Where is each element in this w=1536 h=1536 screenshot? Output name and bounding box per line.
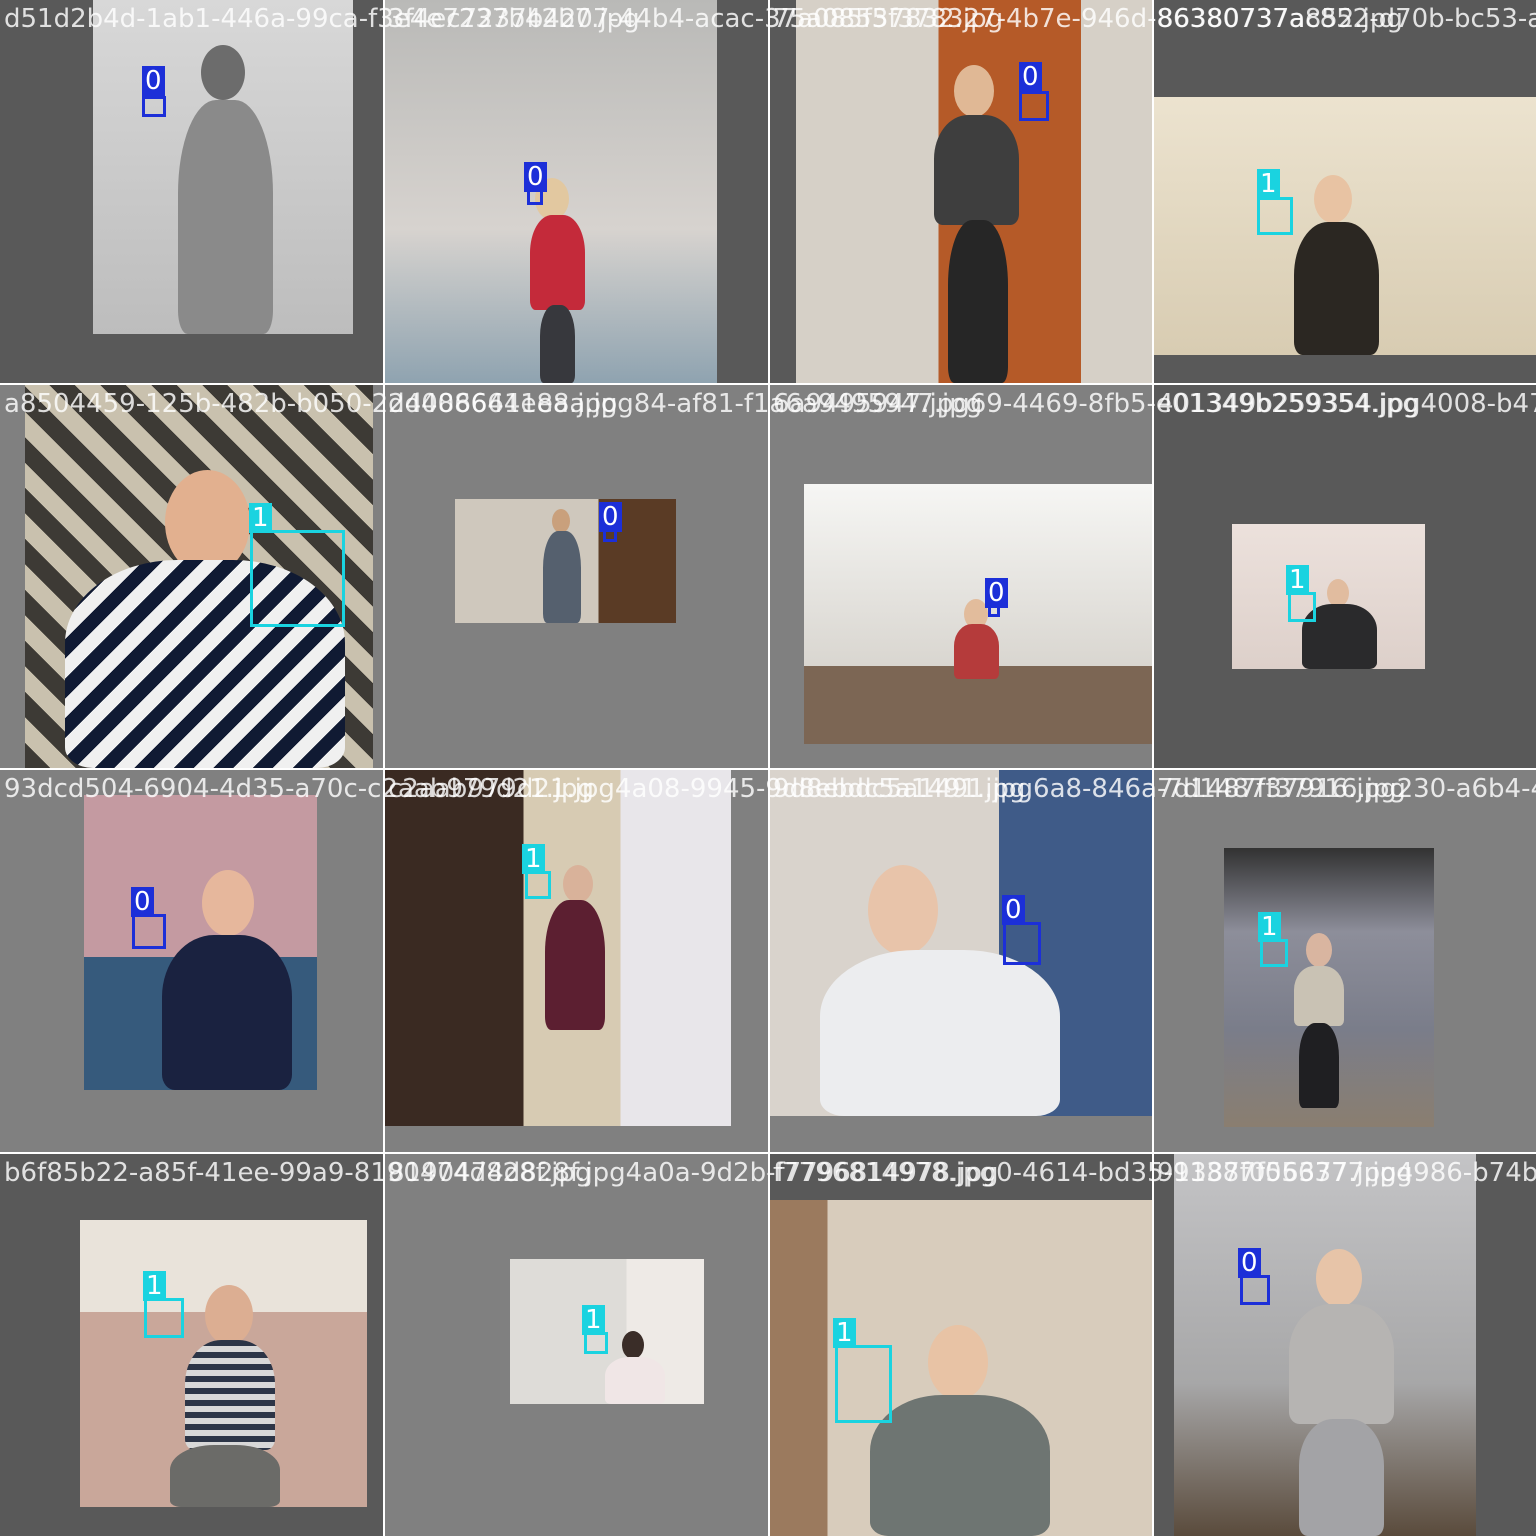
bbox-class-label: 1 bbox=[1286, 565, 1309, 595]
person-figure bbox=[510, 1259, 704, 1404]
photo bbox=[1232, 524, 1425, 669]
tile-1: 0 bbox=[0, 0, 383, 383]
bounding-box bbox=[525, 871, 551, 899]
tile-14: 1 bbox=[385, 1154, 768, 1536]
bbox-class-label: 0 bbox=[142, 66, 165, 96]
tile-9: 0 bbox=[0, 770, 383, 1152]
tile-8: 1 bbox=[1154, 385, 1536, 768]
person-figure bbox=[80, 1220, 367, 1507]
tile-16: 0 bbox=[1154, 1154, 1536, 1536]
bbox-class-label: 1 bbox=[1257, 169, 1280, 199]
person-figure bbox=[1224, 848, 1434, 1127]
bbox-class-label: 0 bbox=[599, 502, 622, 532]
photo bbox=[770, 770, 1152, 1116]
bbox-class-label: 0 bbox=[1019, 62, 1042, 92]
photo bbox=[80, 1220, 367, 1507]
bbox-class-label: 0 bbox=[1238, 1248, 1261, 1278]
person-figure bbox=[804, 484, 1152, 744]
bounding-box bbox=[132, 914, 166, 949]
person-figure bbox=[455, 499, 676, 623]
photo bbox=[93, 0, 353, 334]
tile-7: 0 bbox=[770, 385, 1152, 768]
person-figure bbox=[796, 0, 1152, 383]
tile-13: 1 bbox=[0, 1154, 383, 1536]
person-figure bbox=[84, 795, 317, 1090]
bounding-box bbox=[1003, 922, 1041, 965]
bounding-box bbox=[835, 1345, 892, 1423]
photo bbox=[796, 0, 1152, 383]
photo bbox=[385, 0, 717, 383]
bbox-class-label: 0 bbox=[131, 887, 154, 917]
bounding-box bbox=[142, 96, 166, 117]
person-figure bbox=[25, 385, 373, 768]
bounding-box bbox=[1260, 939, 1288, 967]
photo bbox=[804, 484, 1152, 744]
bbox-class-label: 0 bbox=[985, 578, 1008, 608]
photo bbox=[770, 1200, 1152, 1536]
photo bbox=[455, 499, 676, 623]
tile-3: 0 bbox=[770, 0, 1152, 383]
person-figure bbox=[770, 770, 1152, 1116]
tile-2: 0 bbox=[385, 0, 768, 383]
person-figure bbox=[770, 1200, 1152, 1536]
bbox-class-label: 1 bbox=[833, 1318, 856, 1348]
photo bbox=[1174, 1154, 1476, 1536]
tile-15: 1 bbox=[770, 1154, 1152, 1536]
bbox-class-label: 0 bbox=[1002, 895, 1025, 925]
person-figure bbox=[1174, 1154, 1476, 1536]
tile-6: 0 bbox=[385, 385, 768, 768]
bounding-box bbox=[144, 1298, 184, 1338]
photo bbox=[25, 385, 373, 768]
tile-10: 1 bbox=[385, 770, 768, 1152]
photo bbox=[385, 770, 731, 1126]
bounding-box bbox=[250, 530, 345, 627]
bounding-box bbox=[1240, 1275, 1270, 1305]
tile-5: 1 bbox=[0, 385, 383, 768]
photo bbox=[510, 1259, 704, 1404]
bbox-class-label: 1 bbox=[249, 503, 272, 533]
person-figure bbox=[1232, 524, 1425, 669]
photo bbox=[1154, 97, 1536, 355]
bounding-box bbox=[1288, 592, 1316, 622]
bbox-class-label: 1 bbox=[143, 1271, 166, 1301]
bounding-box bbox=[1257, 197, 1293, 235]
photo bbox=[84, 795, 317, 1090]
bbox-class-label: 1 bbox=[1258, 912, 1281, 942]
person-figure bbox=[93, 0, 353, 334]
bbox-class-label: 0 bbox=[524, 162, 547, 192]
bounding-box bbox=[584, 1332, 608, 1354]
tile-4: 1 bbox=[1154, 0, 1536, 383]
person-figure bbox=[1154, 97, 1536, 355]
tile-12: 1 bbox=[1154, 770, 1536, 1152]
bbox-class-label: 1 bbox=[582, 1305, 605, 1335]
person-figure bbox=[385, 770, 731, 1126]
bbox-class-label: 1 bbox=[522, 844, 545, 874]
person-figure bbox=[385, 0, 717, 383]
photo bbox=[1224, 848, 1434, 1127]
tile-11: 0 bbox=[770, 770, 1152, 1152]
bounding-box bbox=[1019, 91, 1049, 121]
